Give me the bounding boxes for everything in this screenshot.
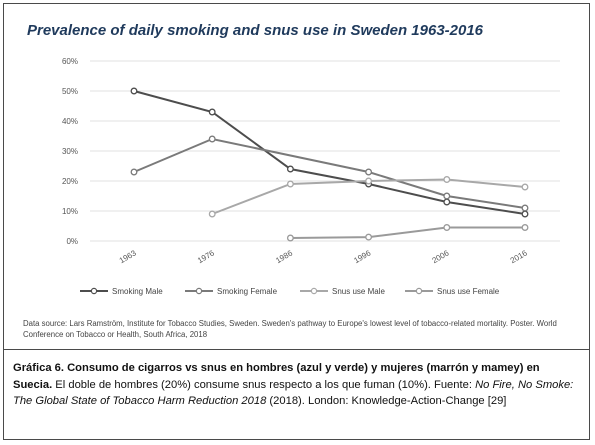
data-point xyxy=(521,204,529,212)
y-tick-label: 20% xyxy=(62,177,78,186)
data-point xyxy=(208,210,216,218)
legend-item: Smoking Female xyxy=(185,287,278,296)
series-snus-use-female xyxy=(286,224,529,242)
data-point xyxy=(443,224,451,231)
y-tick-label: 30% xyxy=(62,147,78,156)
y-tick-label: 10% xyxy=(62,207,78,216)
data-point xyxy=(286,165,294,173)
y-tick-label: 60% xyxy=(62,57,78,66)
data-point xyxy=(286,234,294,242)
data-point xyxy=(521,183,529,191)
legend-marker xyxy=(195,287,203,295)
series-lines xyxy=(130,87,529,242)
legend-marker xyxy=(415,287,423,295)
data-point xyxy=(521,224,529,231)
data-point xyxy=(208,135,216,143)
data-point xyxy=(130,168,138,176)
series-line xyxy=(133,137,526,209)
data-point xyxy=(443,192,451,200)
figure-caption: Gráfica 6. Consumo de cigarros vs snus e… xyxy=(3,349,590,440)
line-chart: 0% 10% 20% 30% 40% 50% 60% 1963 1976 1986 1996 200… xyxy=(62,57,560,296)
data-point xyxy=(521,210,529,218)
y-tick-label: 0% xyxy=(66,237,78,246)
series-line xyxy=(290,226,525,239)
y-tick-label: 50% xyxy=(62,87,78,96)
series-snus-use-male xyxy=(208,176,529,218)
caption-text-1: El doble de hombres (20%) consume snus r… xyxy=(52,378,476,391)
caption-text-2: (2018). London: Knowledge-Action-Change … xyxy=(266,395,507,407)
legend-item: Snus use Female xyxy=(405,287,500,296)
caption-heading: Gráfica 6. Consumo de cigarros vs snus e… xyxy=(13,362,540,391)
data-source-note: Data source: Lars Ramström, Institute fo… xyxy=(23,319,557,339)
data-point xyxy=(208,108,216,116)
x-tick-label: 1986 xyxy=(274,248,294,265)
y-tick-label: 40% xyxy=(62,117,78,126)
x-tick-label: 2006 xyxy=(431,248,451,265)
caption-reference-title: No Fire, No Smoke: The Global State of T… xyxy=(13,378,574,408)
x-tick-label: 1976 xyxy=(196,248,216,265)
x-tick-label: 1963 xyxy=(118,248,138,265)
x-tick-label: 1996 xyxy=(352,248,372,265)
data-point xyxy=(365,233,373,241)
legend-item: Snus use Male xyxy=(300,287,385,296)
data-point xyxy=(443,198,451,206)
legend-label: Snus use Female xyxy=(437,287,500,296)
gridlines xyxy=(90,60,560,242)
legend-label: Snus use Male xyxy=(332,287,385,296)
y-axis-ticks: 0% 10% 20% 30% 40% 50% 60% xyxy=(62,57,78,246)
legend-label: Smoking Female xyxy=(217,287,278,296)
data-point xyxy=(286,180,294,188)
series-smoking-male xyxy=(130,87,529,218)
data-point xyxy=(365,177,373,185)
legend: Smoking Male Smoking Female Snus use Male S… xyxy=(80,287,500,296)
data-point xyxy=(130,87,138,95)
series-line xyxy=(133,90,526,215)
legend-marker xyxy=(310,287,318,295)
chart-title: Prevalence of daily smoking and snus use… xyxy=(27,22,484,39)
x-axis-ticks: 1963 1976 1986 1996 2006 2016 xyxy=(118,248,529,265)
legend-label: Smoking Male xyxy=(112,287,163,296)
data-point xyxy=(365,168,373,176)
series-smoking-female xyxy=(130,135,529,212)
legend-marker xyxy=(90,287,98,295)
legend-item: Smoking Male xyxy=(80,287,163,296)
x-tick-label: 2016 xyxy=(509,248,529,265)
data-point xyxy=(443,176,451,183)
